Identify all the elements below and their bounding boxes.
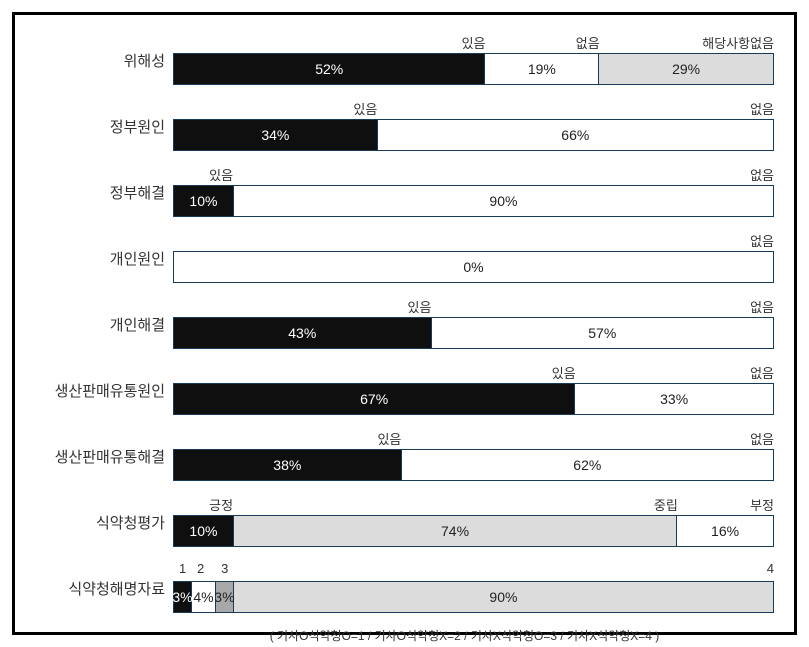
stacked-bar: 38%62%: [173, 449, 774, 481]
segment-top-label: 있음: [408, 297, 432, 316]
segment-top-label: 없음: [750, 99, 774, 118]
chart-row: 식약청평가긍정중립부정10%74%16%: [35, 495, 774, 549]
segment-top-label: 있음: [462, 33, 486, 52]
chart-row: 생산판매유통해결있음없음38%62%: [35, 429, 774, 483]
segment-top-label: 있음: [209, 165, 233, 184]
bar-segment: 90%: [234, 582, 773, 612]
stacked-bar: 10%90%: [173, 185, 774, 217]
bar-segment: 34%: [174, 120, 378, 150]
bar-area: 있음없음10%90%: [173, 165, 774, 219]
bar-segment: 38%: [174, 450, 402, 480]
row-label: 정부해결: [35, 182, 173, 203]
chart-row: 정부해결있음없음10%90%: [35, 165, 774, 219]
chart-footnote: ( 기사O식약청O=1 / 기사O식약청X=2 / 기사X식약청O=3 / 기사…: [35, 627, 774, 644]
bar-segment: 67%: [174, 384, 575, 414]
bar-segment: 4%: [192, 582, 216, 612]
segment-top-label: 없음: [750, 297, 774, 316]
segment-top-label: 없음: [750, 429, 774, 448]
bar-segment: 0%: [174, 252, 773, 282]
stacked-bar: 43%57%: [173, 317, 774, 349]
segment-labels: 12 3 4: [173, 561, 774, 579]
row-label: 정부원인: [35, 116, 173, 137]
bar-segment: 10%: [174, 516, 234, 546]
stacked-bar: 34%66%: [173, 119, 774, 151]
bar-segment: 33%: [575, 384, 773, 414]
segment-top-label: 없음: [750, 363, 774, 382]
row-label: 생산판매유통원인: [35, 380, 173, 401]
bar-area: 없음 0%: [173, 231, 774, 285]
chart-row: 생산판매유통원인있음없음67%33%: [35, 363, 774, 417]
segment-top-label: 1: [179, 561, 186, 576]
segment-top-label: 부정: [750, 495, 774, 514]
segment-top-label: 해당사항없음: [702, 33, 774, 52]
segment-top-label: 있음: [552, 363, 576, 382]
segment-top-label: 없음: [750, 231, 774, 250]
stacked-bar: 3%4%3%90%: [173, 581, 774, 613]
segment-top-label: 없음: [750, 165, 774, 184]
segment-top-label: 3: [221, 561, 228, 576]
segment-labels: 있음 없음: [173, 429, 774, 447]
bar-area: 12343%4%3%90%: [173, 561, 774, 615]
bar-segment: 43%: [174, 318, 432, 348]
bar-segment: 74%: [234, 516, 677, 546]
segment-top-label: 있음: [377, 429, 401, 448]
segment-top-label: 중립: [654, 495, 678, 514]
segment-labels: 있음 없음 해당사항없음: [173, 33, 774, 51]
row-label: 위해성: [35, 50, 173, 71]
bar-segment: 52%: [174, 54, 485, 84]
bar-segment: 19%: [485, 54, 599, 84]
stacked-bar: 52%19%29%: [173, 53, 774, 85]
segment-labels: 있음 없음: [173, 297, 774, 315]
bar-area: 있음없음67%33%: [173, 363, 774, 417]
segment-top-label: 있음: [353, 99, 377, 118]
bar-segment: 57%: [432, 318, 773, 348]
bar-segment: 3%: [174, 582, 192, 612]
chart-row: 개인해결있음없음43%57%: [35, 297, 774, 351]
segment-top-label: 4: [767, 561, 774, 576]
segment-labels: 없음: [173, 231, 774, 249]
segment-labels: 있음 없음: [173, 363, 774, 381]
row-label: 식약청해명자료: [35, 578, 173, 599]
row-label: 개인해결: [35, 314, 173, 335]
chart-row: 개인원인 없음 0%: [35, 231, 774, 285]
bar-segment: 3%: [216, 582, 234, 612]
bar-segment: 66%: [378, 120, 773, 150]
bar-area: 있음없음34%66%: [173, 99, 774, 153]
bar-segment: 10%: [174, 186, 234, 216]
rows-container: 위해성있음없음해당사항없음52%19%29%정부원인있음없음34%66%정부해결…: [35, 33, 774, 615]
bar-segment: 29%: [599, 54, 773, 84]
segment-top-label: 2: [197, 561, 204, 576]
segment-top-label: 긍정: [209, 495, 233, 514]
stacked-bar: 0%: [173, 251, 774, 283]
chart-row: 위해성있음없음해당사항없음52%19%29%: [35, 33, 774, 87]
bar-area: 있음없음43%57%: [173, 297, 774, 351]
row-label: 개인원인: [35, 248, 173, 269]
bar-segment: 90%: [234, 186, 773, 216]
chart-row: 식약청해명자료12343%4%3%90%: [35, 561, 774, 615]
bar-area: 있음없음38%62%: [173, 429, 774, 483]
row-label: 생산판매유통해결: [35, 446, 173, 467]
bar-area: 있음없음해당사항없음52%19%29%: [173, 33, 774, 87]
row-label: 식약청평가: [35, 512, 173, 533]
segment-labels: 있음 없음: [173, 99, 774, 117]
chart-row: 정부원인있음없음34%66%: [35, 99, 774, 153]
bar-segment: 62%: [402, 450, 773, 480]
stacked-bar: 10%74%16%: [173, 515, 774, 547]
segment-labels: 긍정 중립 부정: [173, 495, 774, 513]
chart-frame: 위해성있음없음해당사항없음52%19%29%정부원인있음없음34%66%정부해결…: [12, 12, 797, 635]
segment-top-label: 없음: [576, 33, 600, 52]
bar-segment: 16%: [677, 516, 773, 546]
bar-area: 긍정중립부정10%74%16%: [173, 495, 774, 549]
stacked-bar: 67%33%: [173, 383, 774, 415]
segment-labels: 있음 없음: [173, 165, 774, 183]
